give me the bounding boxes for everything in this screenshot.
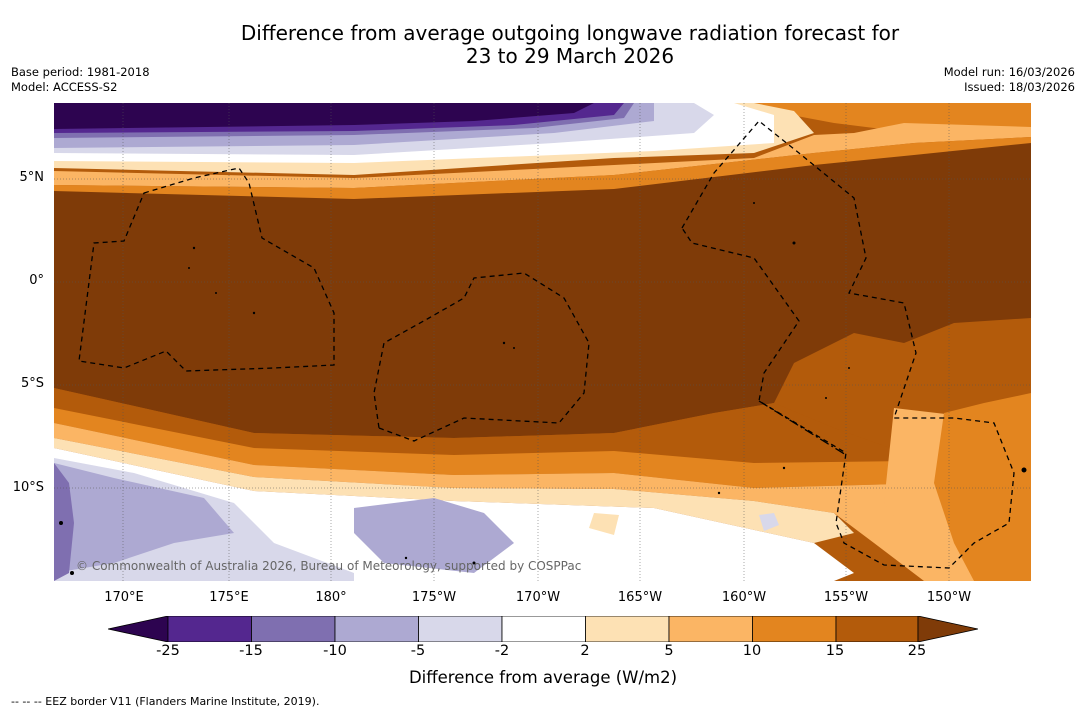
field-n-band-5	[54, 123, 1031, 188]
cbar-tick-9: 15	[825, 643, 845, 659]
lon-label-175e: 175°E	[209, 590, 249, 605]
colorbar-seg-8	[752, 615, 837, 643]
cbar-tick-4: -5	[410, 643, 426, 659]
field-s-band-2	[54, 438, 854, 543]
run-info: Model run: 16/03/2026 Issued: 18/03/2026	[944, 65, 1075, 95]
map-title: Difference from average outgoing longwav…	[170, 22, 970, 68]
islands	[59, 202, 1027, 575]
lon-label-170e: 170°E	[104, 590, 144, 605]
eez-legend-note: -- -- -- EEZ border V11 (Flanders Marine…	[11, 695, 320, 708]
copyright-notice: © Commonwealth of Australia 2026, Bureau…	[76, 559, 582, 573]
colorbar-svg	[107, 615, 979, 643]
colorbar-extend-high	[917, 615, 979, 643]
colorbar-seg-3	[334, 615, 419, 643]
colorbar-seg-7	[668, 615, 753, 643]
field-s-band-m10	[54, 463, 74, 581]
colorbar-seg-5	[501, 615, 586, 643]
field-s-band-10	[54, 403, 1031, 488]
lon-label-165w: 165°W	[617, 590, 663, 605]
field-s-band-m5	[54, 463, 234, 573]
field-core-25	[54, 143, 1031, 438]
colorbar-seg-2	[251, 615, 336, 643]
title-line-2: 23 to 29 March 2026	[465, 44, 675, 68]
gridlines	[54, 103, 1031, 581]
lat-label-5s: 5°S	[20, 376, 44, 391]
base-period: Base period: 1981-2018	[11, 65, 150, 79]
colorbar-seg-9	[835, 615, 919, 643]
eez-border-main	[758, 400, 847, 456]
lat-label-0: 0°	[29, 273, 44, 288]
colorbar-seg-6	[585, 615, 670, 643]
lat-label-10s: 10°S	[12, 480, 44, 495]
lon-label-175w: 175°W	[411, 590, 457, 605]
lon-label-160w: 160°W	[721, 590, 767, 605]
field-n-band-m25	[54, 103, 594, 129]
lon-label-170w: 170°W	[515, 590, 561, 605]
cbar-tick-7: 5	[664, 643, 674, 659]
lon-label-180: 180°	[315, 590, 347, 605]
model-info: Base period: 1981-2018 Model: ACCESS-S2	[11, 65, 150, 95]
title-line-1: Difference from average outgoing longwav…	[240, 21, 900, 45]
lat-label-5n: 5°N	[19, 170, 45, 185]
cbar-tick-8: 10	[742, 643, 762, 659]
eez-borders	[78, 120, 1015, 569]
model-run: Model run: 16/03/2026	[943, 65, 1075, 79]
map-svg	[54, 103, 1031, 581]
colorbar-title: Difference from average (W/m2)	[408, 668, 678, 687]
field-small-patch	[589, 513, 619, 535]
cbar-tick-5: -2	[494, 643, 510, 659]
colorbar-seg-1	[167, 615, 252, 643]
colorbar-extend-low	[107, 615, 169, 643]
colorbar	[107, 615, 979, 643]
cbar-tick-6: 2	[580, 643, 590, 659]
issued-date: Issued: 18/03/2026	[964, 80, 1075, 94]
cbar-tick-1: -25	[156, 643, 180, 659]
cbar-tick-10: 25	[907, 643, 927, 659]
field-small-patch-2	[759, 513, 779, 531]
lon-label-150w: 150°W	[926, 590, 972, 605]
cbar-tick-2: -15	[239, 643, 263, 659]
field-s-band-15	[54, 388, 914, 463]
cbar-tick-3: -10	[323, 643, 347, 659]
map-area	[54, 103, 1031, 581]
model-name: Model: ACCESS-S2	[11, 80, 118, 94]
field-se-band-10	[934, 393, 1031, 581]
colorbar-seg-4	[418, 615, 503, 643]
lon-label-155w: 155°W	[823, 590, 869, 605]
